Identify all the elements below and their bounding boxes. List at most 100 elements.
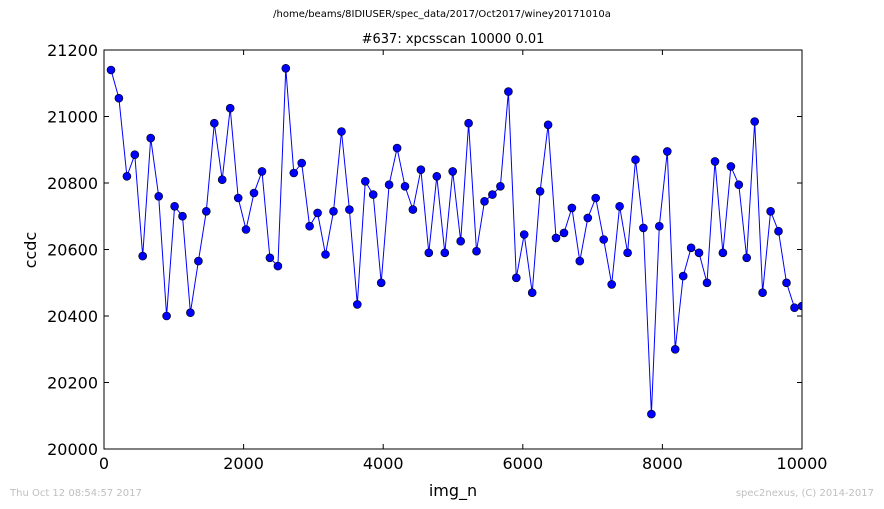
data-point [154, 192, 163, 201]
x-axis-label: img_n [429, 481, 477, 501]
x-tick-label: 10000 [777, 454, 828, 473]
timestamp-footer: Thu Oct 12 08:54:57 2017 [10, 488, 142, 499]
data-point [670, 344, 680, 354]
data-point [305, 221, 314, 231]
data-point [289, 168, 299, 178]
x-tick-label: 8000 [642, 454, 683, 473]
plot-frame [103, 49, 803, 450]
data-point [615, 202, 624, 211]
data-point [766, 207, 775, 216]
data-point [194, 256, 203, 266]
figure-suptitle: /home/beams/8IDIUSER/spec_data/2017/Oct2… [273, 9, 611, 20]
data-point [114, 93, 124, 103]
data-point [790, 303, 799, 313]
y-tick-label: 20200 [47, 374, 98, 393]
data-point [416, 165, 426, 174]
data-point [456, 236, 466, 246]
data-point [496, 182, 505, 191]
data-point [225, 103, 235, 113]
data-point [726, 162, 736, 171]
data-point [210, 118, 219, 128]
x-tick-label: 2000 [223, 454, 264, 473]
data-point [583, 213, 593, 223]
data-point [758, 288, 767, 298]
data-point [130, 150, 140, 159]
x-tick-label: 6000 [502, 454, 543, 473]
data-point [178, 211, 187, 221]
series-line [110, 68, 802, 415]
data-point [639, 223, 648, 233]
data-point [352, 300, 362, 309]
data-point [146, 133, 155, 143]
data-point [360, 177, 370, 186]
data-point [631, 155, 640, 164]
data-point [321, 250, 330, 259]
data-point [138, 251, 147, 261]
y-tick-label: 20600 [47, 241, 98, 260]
data-point [233, 193, 243, 203]
data-point [694, 248, 704, 258]
data-point [345, 205, 354, 214]
y-tick-label: 21200 [47, 41, 98, 60]
data-point [797, 301, 802, 311]
data-point [186, 308, 195, 318]
data-point [337, 127, 346, 136]
data-point [122, 172, 132, 181]
data-point [591, 193, 601, 203]
data-point [782, 278, 791, 288]
data-point [678, 271, 688, 281]
data-point [774, 226, 783, 236]
data-point [607, 280, 617, 289]
x-tick-label: 0 [99, 454, 109, 473]
data-point [432, 172, 442, 181]
data-point [170, 202, 179, 211]
data-point [623, 248, 632, 258]
data-point [710, 157, 720, 166]
data-point [599, 235, 609, 244]
data-point [464, 118, 473, 128]
y-tick-label: 20000 [47, 440, 98, 459]
data-point [734, 180, 744, 189]
data-point [281, 64, 291, 73]
data-point [686, 243, 696, 253]
series-layer [106, 64, 802, 419]
data-point [472, 246, 481, 256]
data-point [551, 233, 561, 243]
data-point [654, 221, 664, 231]
data-point [106, 65, 116, 75]
data-point [257, 167, 267, 176]
chart-title: #637: xpcsscan 10000 0.01 [362, 32, 545, 47]
data-point [750, 117, 760, 126]
data-point [424, 248, 434, 258]
data-point [408, 205, 418, 214]
data-point [273, 261, 283, 271]
data-point [543, 120, 553, 130]
data-point [368, 190, 378, 199]
data-point [742, 253, 752, 263]
data-point [162, 311, 171, 321]
data-point [535, 187, 545, 196]
data-point [519, 230, 529, 239]
data-point [662, 147, 672, 156]
y-tick-label: 21000 [47, 108, 98, 127]
data-point [265, 253, 275, 263]
data-point [559, 228, 569, 238]
x-tick-label: 4000 [363, 454, 404, 473]
data-point [440, 248, 450, 258]
data-point [702, 278, 712, 288]
data-point [488, 190, 497, 199]
data-point [718, 248, 728, 258]
data-point [527, 288, 537, 298]
data-point [448, 167, 458, 176]
data-point [575, 256, 585, 266]
data-point [392, 143, 402, 153]
y-tick-label: 20400 [47, 307, 98, 326]
data-point [567, 203, 577, 213]
y-axis-label: ccdc [21, 232, 40, 269]
y-tick-label: 20800 [47, 174, 98, 193]
data-point [249, 188, 259, 198]
data-point [511, 273, 521, 283]
data-point [329, 207, 338, 216]
data-point [313, 208, 322, 218]
